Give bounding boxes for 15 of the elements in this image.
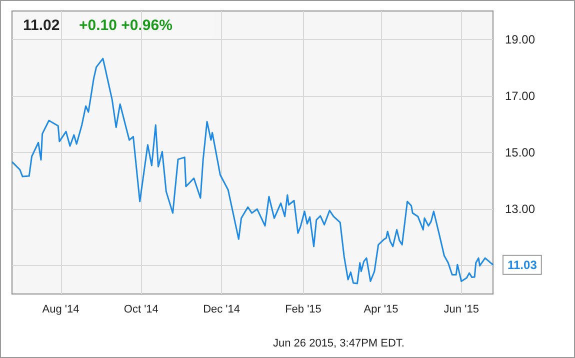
chart-subtitle: +0.10 +0.96%	[79, 17, 172, 34]
y-tick-label: 19.00	[505, 32, 536, 46]
text: Jun 26 2015, 3:47PM EDT.	[273, 338, 404, 350]
annotation: 11.03	[508, 258, 538, 272]
y-tick-label: 13.00	[505, 202, 536, 216]
x-tick-label: Oct '14	[124, 304, 158, 316]
y-tick-label: 17.00	[505, 88, 536, 103]
line-series	[11, 58, 494, 284]
x-tick-label: Jun '15	[444, 304, 479, 316]
chart-title: 11.02	[23, 17, 60, 34]
x-tick-label: Dec '14	[203, 304, 240, 316]
x-tick-label: Aug '14	[42, 304, 80, 316]
y-tick-label: 15.00	[505, 146, 536, 160]
x-tick-label: Apr '15	[364, 304, 398, 316]
x-tick-label: Feb '15	[285, 304, 322, 316]
